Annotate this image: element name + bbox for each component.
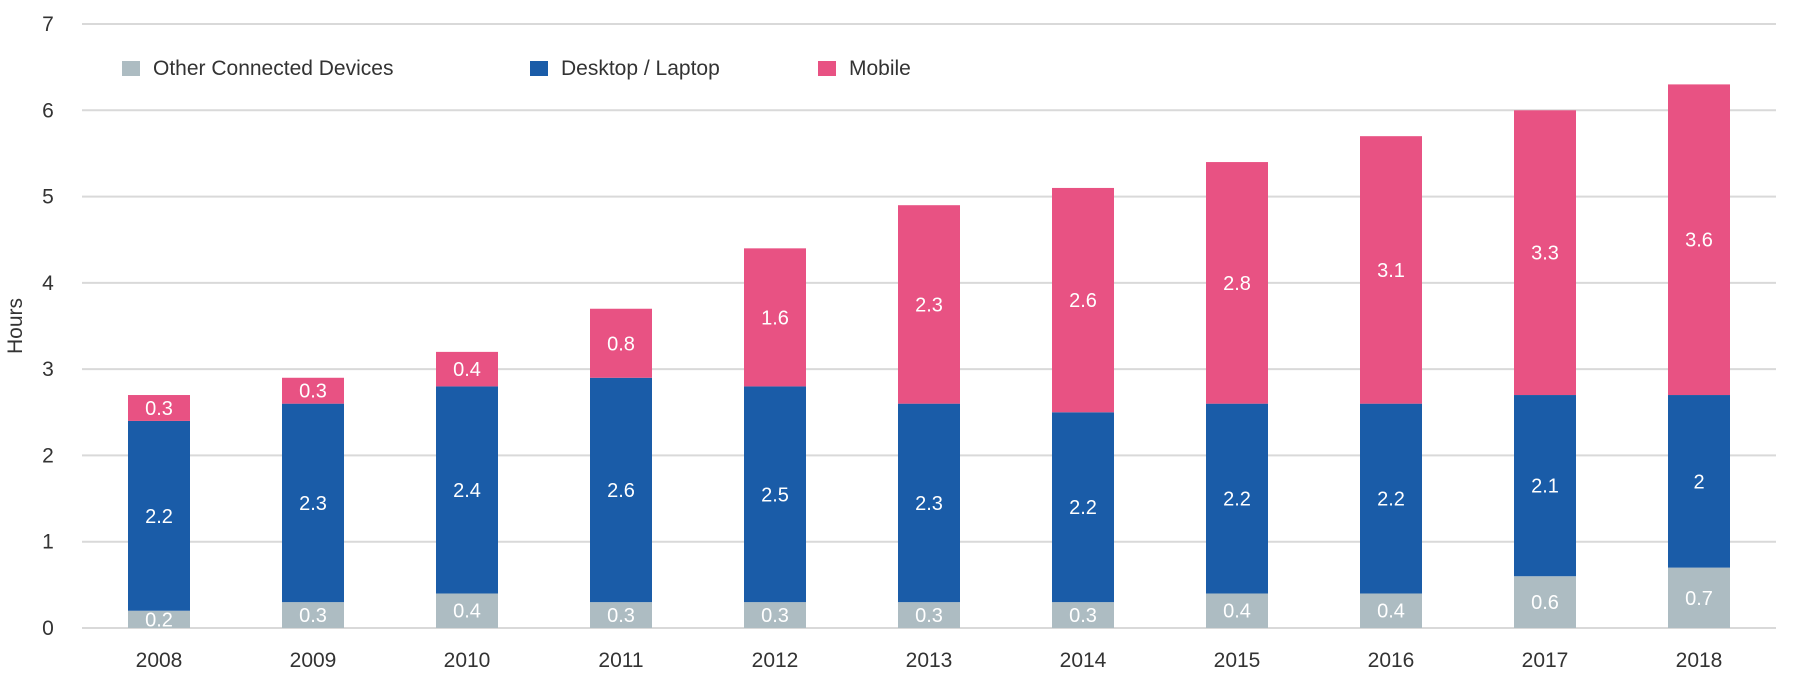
bar-segment [436,593,498,628]
legend-swatch [818,61,836,76]
y-tick-label: 4 [42,272,54,295]
legend-swatch [530,61,548,76]
bar-segment [282,602,344,628]
bar-segment [898,403,960,603]
data-label: 3.3 [1531,243,1559,265]
bar-segment [590,308,652,378]
data-label: 0.3 [607,605,635,627]
x-tick-label: 2008 [136,649,183,672]
bar-segment [1360,403,1422,594]
data-label: 0.2 [145,609,173,631]
data-label: 0.3 [145,398,173,420]
bar-segment [1052,187,1114,413]
data-label: 0.3 [761,605,789,627]
bar-segment [1206,593,1268,628]
bar-segment [898,602,960,628]
bar-segment [1514,395,1576,577]
bar-segment [1052,602,1114,628]
y-axis-title: Hours [4,298,27,354]
x-tick-label: 2016 [1368,649,1415,672]
y-tick-label: 6 [42,99,54,122]
data-label: 2.2 [145,506,173,528]
y-axis-ticks: 0 1 2 3 4 5 6 7 [42,13,54,640]
data-label: 0.4 [1223,601,1251,623]
y-tick-label: 1 [42,531,54,554]
data-label: 2.3 [915,493,943,515]
y-tick-label: 3 [42,358,54,381]
bar-segment [282,377,344,404]
bar-segment [1668,395,1730,568]
data-label: 2.3 [299,493,327,515]
bar-segment [1668,567,1730,628]
data-label: 0.7 [1685,588,1713,610]
bar-segment [1360,593,1422,628]
x-tick-label: 2011 [598,649,643,672]
data-label: 0.4 [453,359,481,381]
data-label: 2.1 [1531,476,1559,498]
data-label: 3.1 [1377,260,1405,282]
legend: Other Connected Devices Desktop / Laptop M… [122,57,911,80]
bar-segment [436,386,498,594]
data-labels: 0.2 2.2 0.3 0.3 2.3 0.3 0.4 2.4 0.4 0.3 2.6 0.8 0.3 2… [145,230,1713,632]
bar-segment [1206,162,1268,404]
bar-segment [1052,412,1114,603]
data-label: 0.8 [607,333,635,355]
legend-swatch [122,61,140,76]
y-tick-label: 0 [42,617,54,640]
legend-label: Desktop / Laptop [561,57,720,80]
data-label: 2.4 [453,480,481,502]
bar-segment [128,610,190,628]
x-tick-label: 2013 [906,649,953,672]
bars [128,84,1730,628]
data-label: 2.2 [1223,489,1251,511]
bar-segment [1360,136,1422,404]
data-label: 2.6 [1069,290,1097,312]
data-label: 2.2 [1377,489,1405,511]
bar-segment [1668,84,1730,396]
bar-segment [282,403,344,603]
bar-segment [744,602,806,628]
x-tick-label: 2014 [1060,649,1107,672]
bar-segment [128,420,190,611]
data-label: 2 [1693,471,1704,493]
data-label: 0.4 [453,601,481,623]
data-label: 3.6 [1685,230,1713,252]
data-label: 2.2 [1069,497,1097,519]
x-tick-label: 2010 [444,649,491,672]
y-tick-label: 2 [42,444,54,467]
data-label: 0.3 [299,381,327,403]
data-label: 2.8 [1223,273,1251,295]
bar-segment [1514,576,1576,628]
data-label: 2.6 [607,480,635,502]
y-tick-label: 5 [42,186,54,209]
bar-segment [590,377,652,603]
data-label: 0.3 [1069,605,1097,627]
data-label: 0.3 [299,605,327,627]
data-label: 2.5 [761,484,789,506]
bar-segment [436,351,498,387]
x-axis-ticks: 2008 2009 2010 2011 2012 2013 2014 2015 2016 2017… [136,649,1723,672]
data-label: 1.6 [761,307,789,329]
x-tick-label: 2009 [290,649,337,672]
data-label: 0.6 [1531,592,1559,614]
x-tick-label: 2017 [1522,649,1569,672]
data-label: 2.3 [915,294,943,316]
legend-label: Other Connected Devices [153,57,393,80]
x-tick-label: 2012 [752,649,799,672]
bar-segment [744,248,806,387]
bar-segment [1206,403,1268,594]
x-tick-label: 2018 [1676,649,1723,672]
data-label: 0.4 [1377,601,1405,623]
bar-segment [744,386,806,603]
bar-segment [590,602,652,628]
y-tick-label: 7 [42,13,54,36]
bar-segment [1514,110,1576,396]
bar-segment [128,395,190,421]
x-tick-label: 2015 [1214,649,1261,672]
legend-label: Mobile [849,57,911,80]
bar-segment [898,205,960,404]
data-label: 0.3 [915,605,943,627]
